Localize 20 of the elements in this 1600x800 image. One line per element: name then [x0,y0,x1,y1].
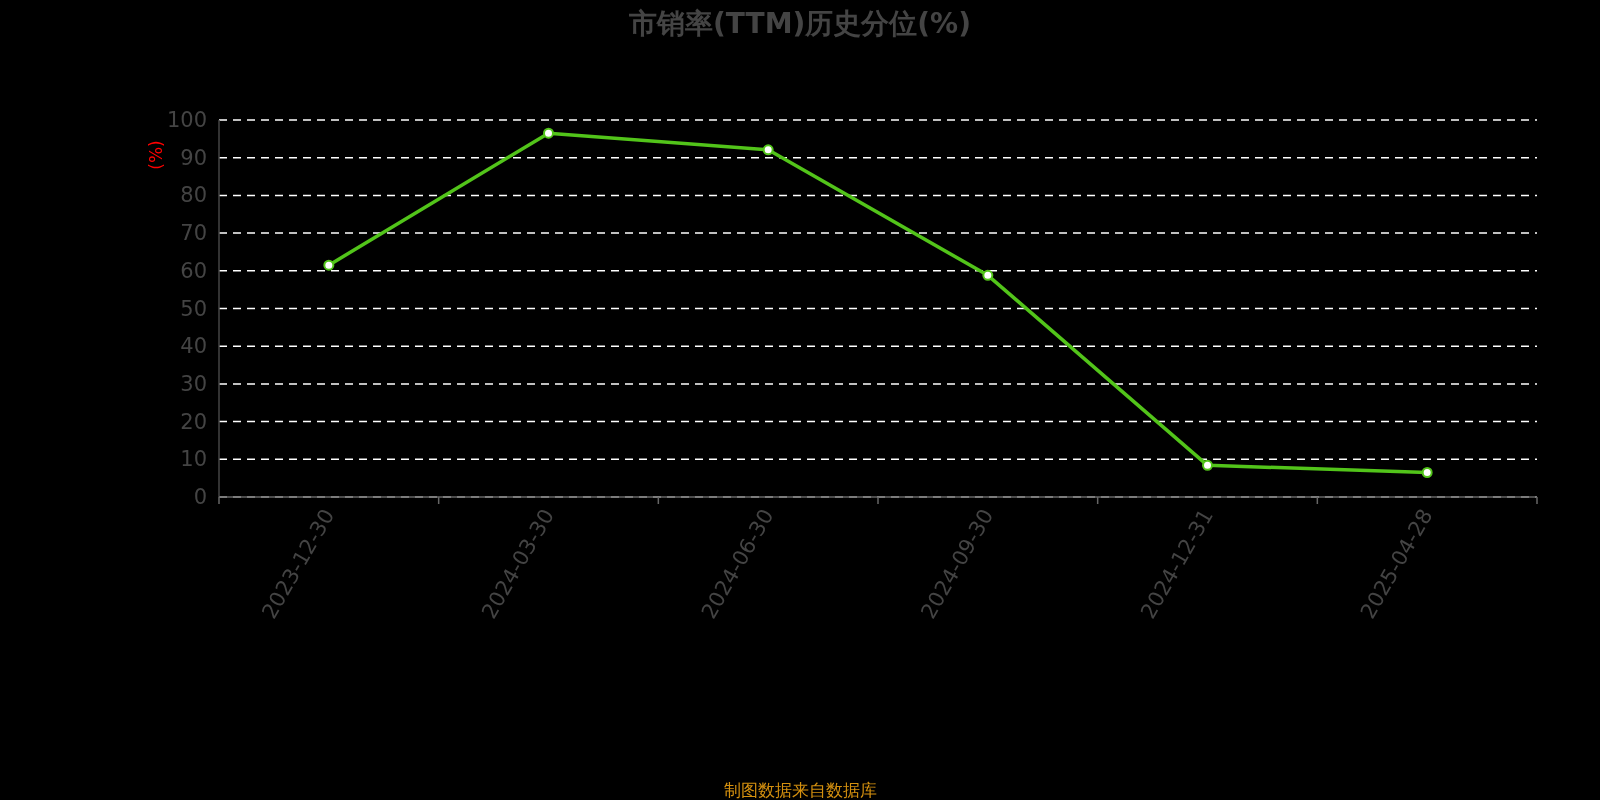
chart-title: 市销率(TTM)历史分位(%) [628,7,971,40]
y-axis-title: (%) [146,140,166,170]
point [982,269,994,281]
y-tick-label: 0 [193,485,207,509]
y-tick-label: 100 [166,108,207,132]
y-tick-label: 60 [180,258,207,283]
y-tick-label: 90 [180,145,207,170]
point [323,259,335,271]
y-tick-label: 40 [180,334,207,359]
y-tick-label: 30 [180,371,207,396]
y-tick-label: 50 [180,296,207,321]
text: 制图数据来自数据库 [723,780,877,800]
y-tick-label: 20 [180,409,207,434]
point [543,127,554,139]
point [1202,459,1213,471]
point [1421,467,1433,478]
point [762,144,774,156]
y-tick-label: 10 [180,447,207,472]
y-tick-label: 70 [180,221,207,246]
y-tick-label: 80 [180,183,207,208]
